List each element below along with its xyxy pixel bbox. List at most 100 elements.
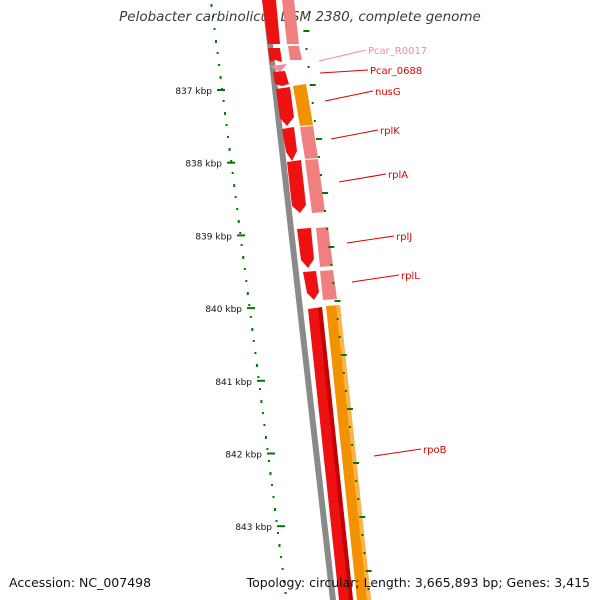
ruler-label: 842 kbp <box>225 451 262 461</box>
ruler-label: 839 kbp <box>195 232 232 242</box>
minor-tick <box>338 336 341 338</box>
minor-tick <box>346 408 353 410</box>
feature-rplK-light <box>300 126 318 159</box>
minor-tick <box>330 264 333 266</box>
feature-rpoB-red-shade <box>318 307 353 600</box>
gc-skew-dot <box>284 592 287 594</box>
minor-tick <box>344 390 347 392</box>
gc-skew-dot <box>234 196 237 198</box>
gc-skew-dot <box>227 136 230 138</box>
ruler-major-tick <box>257 379 265 382</box>
minor-tick <box>336 318 339 320</box>
gc-skew-dot <box>239 232 242 234</box>
gc-skew-dot <box>222 100 225 102</box>
accession-text: Accession: NC_007498 <box>9 575 152 590</box>
feature-rplL-light <box>320 270 337 300</box>
minor-tick <box>307 66 310 68</box>
minor-tick <box>355 480 358 482</box>
ruler-major-tick <box>217 89 225 91</box>
feature-pcar0017-upper-red <box>268 48 282 62</box>
minor-tick <box>332 282 335 284</box>
gc-skew-dot <box>245 280 248 282</box>
minor-tick <box>359 516 366 518</box>
ruler-major-tick <box>277 525 285 528</box>
gc-skew-dot <box>264 436 267 439</box>
feature-rpoB-orange-shade <box>336 305 371 600</box>
minor-tick <box>365 570 372 572</box>
minor-tick <box>324 210 327 212</box>
gc-skew-dot <box>278 544 281 547</box>
ruler-major-tick <box>237 234 245 237</box>
gc-skew-dot <box>216 52 219 54</box>
gene-leader-line <box>324 90 374 102</box>
feature-rplA-red <box>287 160 306 213</box>
coordinate-ruler: 837 kbp 838 kbp 839 kbp 840 kbp 841 kbp 842 k… <box>175 87 285 533</box>
gc-skew-dot <box>246 292 249 295</box>
gene-leader-line <box>346 235 395 244</box>
gene-label-layer: Pcar_R0017 Pcar_0688 nusG rplK rplA rplJ rplL r… <box>318 46 447 457</box>
minor-tick <box>342 372 345 374</box>
gc-skew-dot <box>283 580 286 583</box>
gene-leader-line <box>338 173 387 183</box>
gc-skew-dot <box>231 172 234 174</box>
gc-skew-dot <box>277 532 279 534</box>
feature-rplL-red <box>303 271 319 300</box>
gc-skew-dot <box>243 268 246 270</box>
gc-skew-dot <box>218 64 221 66</box>
gc-skew-dot <box>275 520 278 522</box>
gc-skew-track <box>210 4 287 594</box>
gc-skew-dot <box>252 340 255 342</box>
feature-pcar0688 <box>273 71 289 86</box>
minor-tick-track <box>303 30 372 590</box>
gc-skew-dot <box>268 460 270 462</box>
gene-leader-line <box>351 274 400 283</box>
minor-tick <box>340 354 347 356</box>
feature-rplJ-light <box>316 227 333 267</box>
ruler-major-tick <box>247 307 255 310</box>
map-title: Pelobacter carbinolicus DSM 2380, comple… <box>119 9 481 25</box>
gene-label-nusg: nusG <box>375 87 401 98</box>
gc-skew-dot <box>269 472 272 475</box>
gc-skew-dot <box>212 16 214 18</box>
feature-nusG-red <box>276 87 294 126</box>
gene-label-rplk: rplK <box>380 126 400 137</box>
gc-skew-dot <box>249 316 252 318</box>
minor-tick <box>309 84 316 86</box>
ruler-label: 837 kbp <box>175 87 212 97</box>
genome-backbone <box>262 0 336 600</box>
ruler-major-tick <box>227 161 235 164</box>
feature-pcar0017-rna <box>270 64 287 72</box>
minor-tick <box>334 300 341 302</box>
minor-tick <box>351 444 354 446</box>
ruler-label: 840 kbp <box>205 305 242 315</box>
gc-skew-dot <box>263 424 266 426</box>
gc-skew-dot <box>219 76 222 79</box>
gc-skew-dot <box>225 124 228 126</box>
ruler-label: 841 kbp <box>215 378 252 388</box>
minor-tick <box>326 228 329 230</box>
gc-skew-dot <box>210 4 213 7</box>
feature-nusG-orange <box>293 84 313 126</box>
minor-tick <box>313 120 316 122</box>
gene-label-rpla: rplA <box>388 170 408 181</box>
minor-tick <box>311 102 314 104</box>
ruler-label: 843 kbp <box>235 523 272 533</box>
minor-tick <box>322 192 329 194</box>
gc-skew-dot <box>213 28 216 30</box>
minor-tick <box>367 588 370 590</box>
feature-top-red <box>262 0 280 44</box>
gc-skew-dot <box>272 496 275 498</box>
minor-tick <box>363 552 366 554</box>
gc-skew-dot <box>271 484 273 486</box>
gene-label-rplj: rplJ <box>396 232 412 243</box>
gc-skew-dot <box>281 568 284 570</box>
gc-skew-dot <box>237 220 240 223</box>
gc-skew-dot <box>254 352 257 354</box>
minor-tick <box>315 138 322 140</box>
feature-rplA-light <box>305 159 325 213</box>
minor-tick <box>320 174 322 176</box>
feature-top-light <box>282 0 299 44</box>
gene-label-rpob: rpoB <box>423 445 447 456</box>
gc-skew-dot <box>224 112 227 115</box>
